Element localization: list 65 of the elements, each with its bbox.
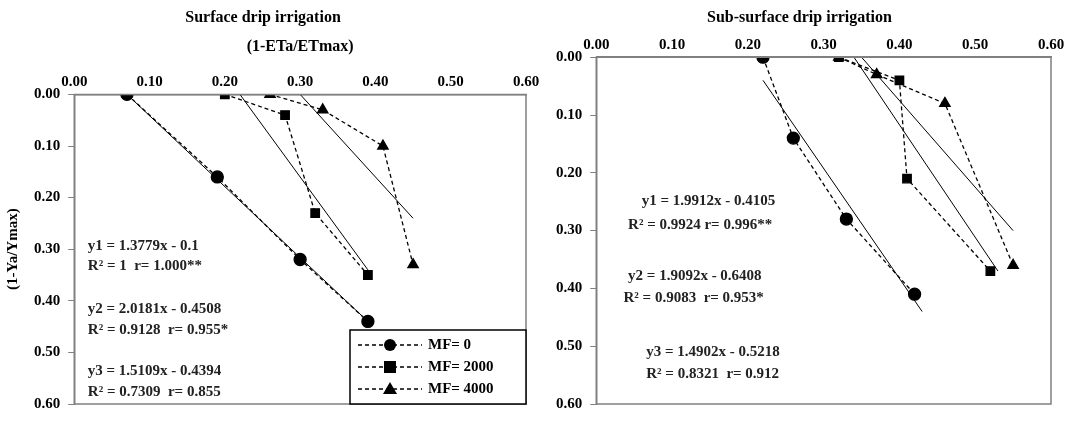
legend-label: MF= 4000: [428, 379, 494, 396]
x-tick-label: 0.30: [287, 73, 314, 90]
y-tick-label: 0.20: [556, 163, 583, 180]
y-tick-label: 0.30: [34, 240, 61, 257]
chart-title: Sub-surface drip irrigation: [707, 7, 893, 26]
x-tick-label: 0.40: [886, 36, 913, 53]
annotation: y3 = 1.5109x - 0.4394: [87, 362, 222, 379]
x-tick-label: 0.10: [136, 73, 163, 90]
legend-label: MF= 2000: [428, 357, 494, 374]
point: [902, 173, 912, 184]
point: [407, 258, 419, 269]
y-tick-label: 0.50: [556, 337, 583, 354]
y-tick-label: 0.20: [34, 188, 61, 205]
point: [310, 208, 321, 218]
point: [280, 110, 290, 120]
point: [870, 67, 883, 79]
y-tick-label: 0.30: [556, 221, 583, 238]
x-axis-title: (1-ETa/ETmax): [246, 36, 354, 55]
point: [210, 170, 224, 184]
annotation: y1 = 1.3779x - 0.1: [87, 236, 199, 253]
legend-label: MF= 0: [428, 335, 472, 352]
y-tick-label: 0.40: [556, 279, 583, 296]
annotation: R² = 0.7309 r= 0.855: [87, 383, 221, 400]
y-axis-title: (1-Ya/Ymax): [3, 208, 21, 291]
point: [786, 131, 800, 145]
point: [293, 252, 307, 267]
annotation: y3 = 1.4902x - 0.5218: [646, 342, 780, 359]
annotation: y2 = 2.0181x - 0.4508: [87, 300, 222, 317]
x-tick-label: 0.10: [658, 36, 686, 53]
y-tick-label: 0.00: [34, 85, 61, 102]
chart-title: Surface drip irrigation: [185, 7, 341, 26]
x-tick-label: 0.60: [512, 73, 540, 90]
annotation: R² = 0.8321 r= 0.912: [646, 365, 780, 382]
x-tick-label: 0.50: [962, 36, 989, 53]
point: [361, 314, 375, 329]
y-tick-label: 0.40: [34, 291, 61, 308]
y-tick-label: 0.60: [34, 394, 61, 411]
x-tick-label: 0.20: [211, 73, 238, 90]
annotation: R² = 0.9924 r= 0.996**: [628, 215, 773, 232]
x-tick-label: 0.00: [61, 73, 88, 90]
x-tick-label: 0.40: [362, 73, 389, 90]
point: [1007, 258, 1019, 269]
point: [894, 75, 905, 86]
annotation: R² = 0.9083 r= 0.953*: [623, 289, 764, 306]
y-tick-label: 0.50: [34, 343, 61, 360]
annotation: R² = 0.9128 r= 0.955*: [87, 320, 229, 337]
point: [316, 103, 329, 114]
y-tick-label: 0.10: [34, 136, 61, 153]
point: [377, 139, 389, 150]
x-tick-label: 0.60: [1037, 36, 1065, 53]
point: [939, 96, 951, 108]
x-tick-label: 0.20: [734, 36, 761, 53]
point: [907, 287, 922, 301]
x-tick-label: 0.00: [583, 36, 610, 53]
x-tick-label: 0.30: [810, 36, 837, 53]
y-tick-label: 0.60: [556, 394, 583, 411]
point: [839, 212, 854, 226]
y-tick-label: 0.00: [556, 48, 583, 65]
annotation: y2 = 1.9092x - 0.6408: [628, 266, 762, 283]
y-tick-label: 0.10: [556, 105, 583, 122]
x-tick-label: 0.50: [437, 73, 464, 90]
annotation: R² = 1 r= 1.000**: [87, 257, 202, 274]
annotation: y1 = 1.9912x - 0.4105: [641, 192, 776, 208]
point: [985, 266, 996, 276]
point: [363, 270, 373, 280]
